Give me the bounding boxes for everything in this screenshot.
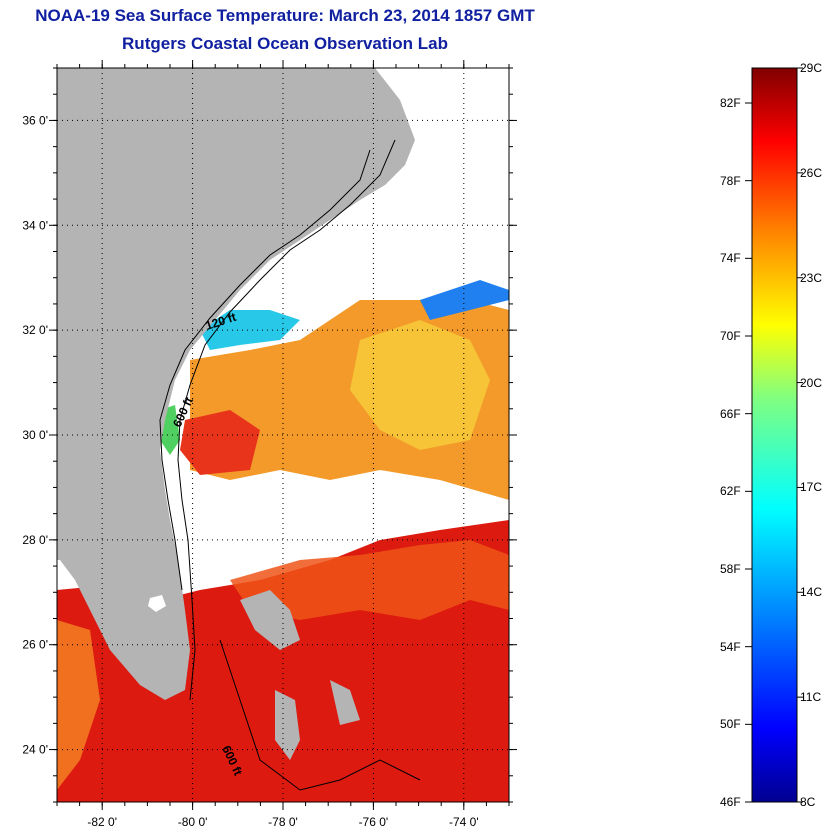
land-bahamas-1 <box>240 590 300 650</box>
colorbar-fahrenheit-label: 70F <box>720 329 741 343</box>
lon-label: -74 0' <box>449 815 479 829</box>
axis-labels: -82 0' -80 0' -78 0' -76 0' -74 0' 36 0' 34 0'… <box>22 113 478 829</box>
colorbar-celsius-label: 20C <box>800 375 823 390</box>
colorbar-fahrenheit-label: 62F <box>720 484 741 499</box>
colorbar-ticks <box>745 67 803 803</box>
lat-label: 34 0' <box>22 218 48 232</box>
land-mainland <box>57 68 415 700</box>
lon-label: -76 0' <box>359 815 389 829</box>
lake-okeechobee <box>148 595 166 612</box>
colorbar-celsius-label: 17C <box>800 480 823 495</box>
lat-label: 30 0' <box>22 428 48 442</box>
contour-bahamas <box>219 639 421 791</box>
lat-label: 24 0' <box>22 743 48 757</box>
colorbar-celsius-label: 26C <box>800 165 823 180</box>
colorbar-fahrenheit-label: 46F <box>720 795 741 809</box>
lat-label: 28 0' <box>22 533 48 547</box>
colorbar-celsius-label: 11C <box>800 690 822 705</box>
lat-label: 36 0' <box>22 113 48 127</box>
lon-label: -82 0' <box>87 815 117 829</box>
colorbar <box>751 67 798 803</box>
colorbar-celsius-label: 8C <box>800 795 816 809</box>
sea-yellow <box>350 320 490 450</box>
contour-600ft <box>177 139 396 701</box>
colorbar-fahrenheit-label: 78F <box>720 173 741 188</box>
colorbar-celsius-label: 29C <box>800 61 823 75</box>
map-subtitle: Rutgers Coastal Ocean Observation Lab <box>122 34 448 53</box>
colorbar-fahrenheit-label: 82F <box>720 96 741 110</box>
colorbar-fahrenheit-label: 74F <box>720 251 741 266</box>
lon-label: -80 0' <box>178 815 208 829</box>
lat-label: 26 0' <box>22 638 48 652</box>
graticule <box>57 68 509 802</box>
land-bahamas-3 <box>330 680 360 725</box>
sea-cool-streak <box>200 310 300 350</box>
sea-orange-patches <box>230 540 509 620</box>
sea-cool-northeast <box>420 280 509 320</box>
colorbar-fahrenheit-label: 50F <box>720 717 741 732</box>
sea-red-west <box>180 410 260 475</box>
contour-120ft <box>159 149 371 591</box>
colorbar-celsius-label: 23C <box>800 270 823 285</box>
colorbar-fahrenheit-label: 66F <box>720 406 741 421</box>
colorbar-fahrenheit-label: 54F <box>720 639 741 654</box>
axis-ticks <box>49 60 517 810</box>
lon-label: -78 0' <box>268 815 298 829</box>
colorbar-fahrenheit-label: 58F <box>720 562 741 576</box>
lat-label: 32 0' <box>22 323 48 337</box>
map-title: NOAA-19 Sea Surface Temperature: March 2… <box>35 6 535 25</box>
sea-orange-southwest <box>57 620 100 790</box>
land-bahamas-2 <box>275 690 300 760</box>
colorbar-celsius-label: 14C <box>800 585 823 600</box>
